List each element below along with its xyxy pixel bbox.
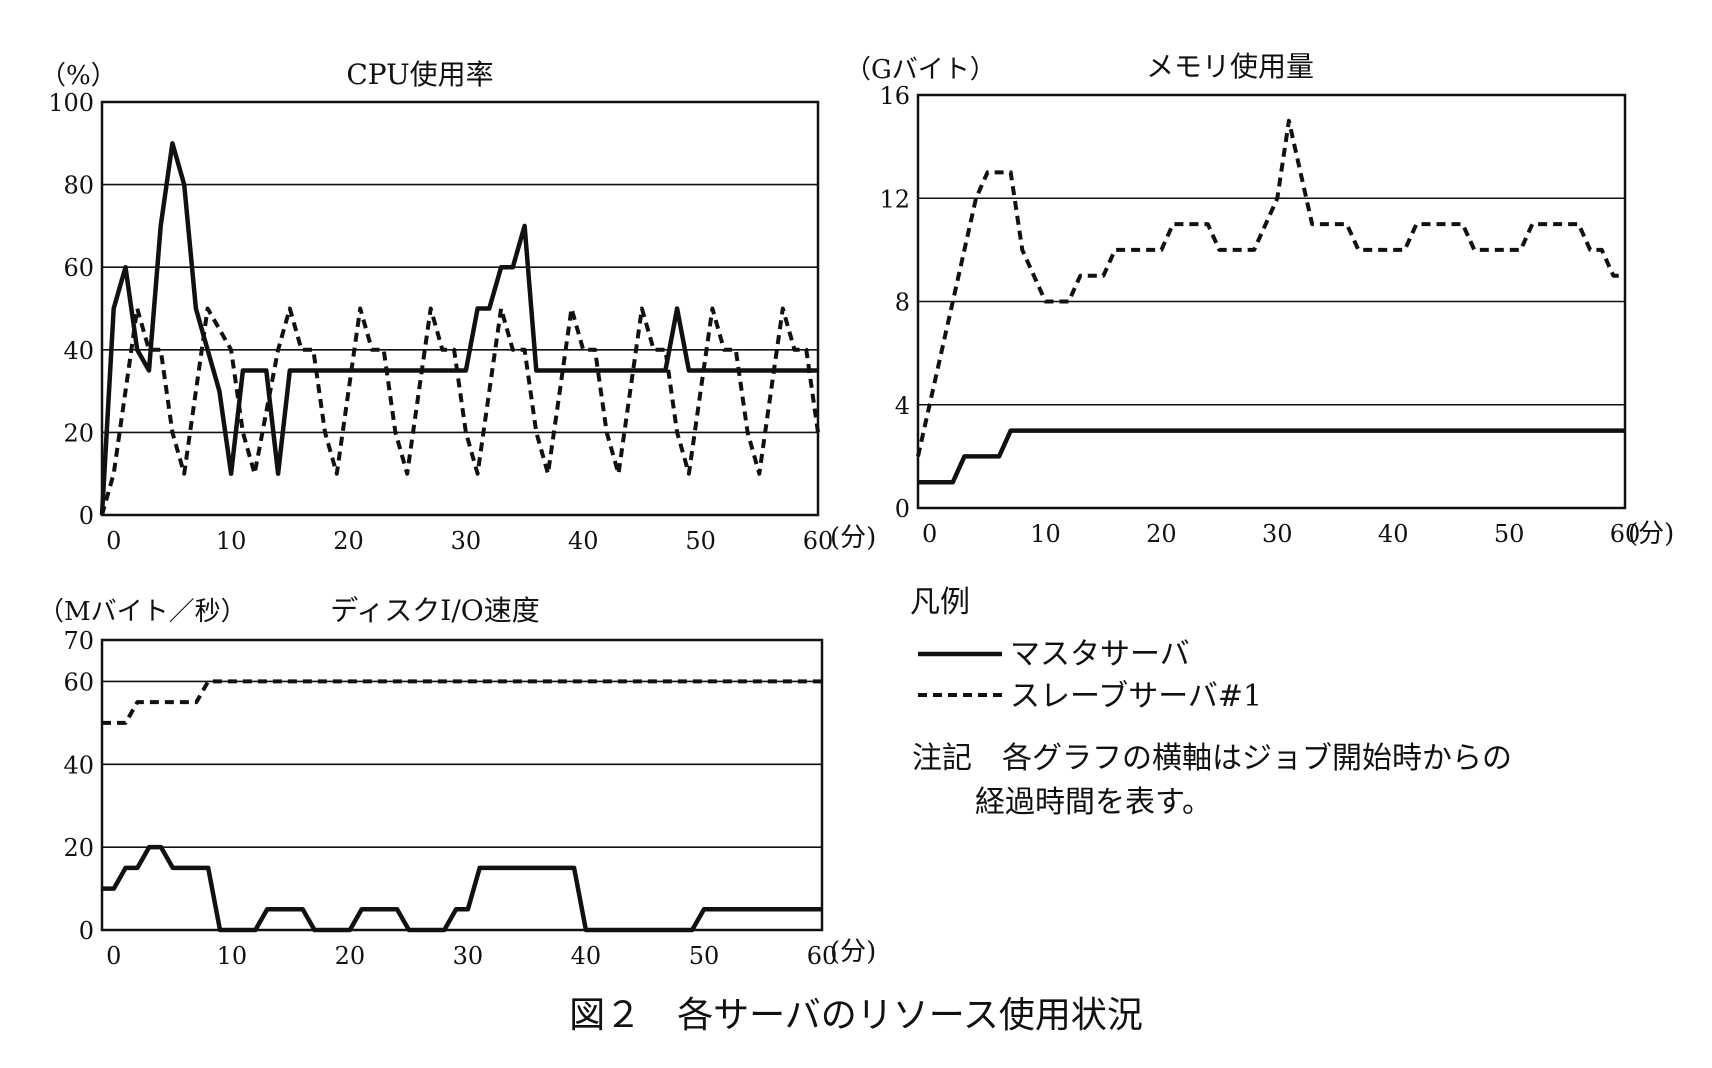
legend-master-label: マスタサーバ — [1010, 637, 1190, 672]
memory-chart-title: メモリ使用量 — [1146, 50, 1314, 83]
disk-x-unit-label: (分) — [830, 937, 876, 967]
cpu-y-tick-label: 0 — [79, 502, 94, 530]
cpu-x-tick-label: 50 — [685, 527, 716, 555]
memory-x-tick-label: 50 — [1494, 520, 1525, 548]
cpu-x-tick-label: 20 — [333, 527, 364, 555]
memory-y-tick-label: 4 — [895, 392, 910, 420]
note-line-2: 経過時間を表す。 — [975, 785, 1212, 820]
cpu-usage-chart: （%） CPU使用率 (分) 0 20 40 60 80 100 0 10 20 30 40 50 60 — [40, 58, 876, 555]
note-line-1: 注記 各グラフの横軸はジョブ開始時からの — [912, 741, 1512, 776]
disk-y-tick-label: 40 — [63, 751, 94, 779]
cpu-x-tick-label: 10 — [216, 527, 247, 555]
cpu-chart-title: CPU使用率 — [346, 58, 493, 91]
memory-x-tick-label: 60 — [1610, 520, 1641, 548]
disk-slave-series-line — [102, 679, 822, 725]
memory-x-tick-label: 10 — [1030, 520, 1061, 548]
cpu-x-unit-label: (分) — [830, 523, 876, 553]
disk-x-tick-label: 60 — [807, 942, 838, 970]
disk-y-tick-label: 0 — [79, 917, 94, 945]
disk-plot-frame — [100, 638, 824, 932]
disk-x-tick-label: 30 — [453, 942, 484, 970]
cpu-y-tick-label: 60 — [63, 254, 94, 282]
disk-x-tick-label: 10 — [217, 942, 248, 970]
cpu-x-tick-label: 60 — [803, 527, 834, 555]
disk-x-tick-label: 50 — [689, 942, 720, 970]
cpu-y-tick-label: 80 — [63, 172, 94, 200]
memory-y-tick-label: 0 — [895, 495, 910, 523]
disk-master-series-line — [102, 844, 822, 933]
cpu-plot-frame — [100, 100, 820, 517]
cpu-y-tick-label: 20 — [63, 419, 94, 447]
disk-y-unit-label: （Mバイト／秒） — [38, 597, 247, 627]
memory-y-tick-label: 8 — [895, 289, 910, 317]
memory-x-unit-label: (分) — [1628, 519, 1674, 549]
memory-x-tick-label: 40 — [1378, 520, 1409, 548]
cpu-x-tick-label: 30 — [451, 527, 482, 555]
memory-slave-series-line — [916, 118, 1625, 457]
memory-y-tick-label: 12 — [879, 185, 910, 213]
cpu-slave-series-line — [100, 306, 820, 516]
cpu-x-tick-label: 40 — [568, 527, 599, 555]
cpu-y-tick-label: 40 — [63, 337, 94, 365]
memory-x-tick-label: 0 — [922, 520, 937, 548]
legend-title: 凡例 — [910, 585, 970, 620]
legend-slave-label: スレーブサーバ#1 — [1010, 679, 1262, 714]
disk-y-tick-label: 70 — [63, 627, 94, 655]
figure-caption: 図２ 各サーバのリソース使用状況 — [569, 995, 1143, 1036]
note: 注記 各グラフの横軸はジョブ開始時からの 経過時間を表す。 — [912, 741, 1512, 820]
legend: 凡例 マスタサーバ スレーブサーバ#1 — [910, 585, 1262, 714]
memory-y-unit-label: （Gバイト） — [845, 55, 996, 85]
disk-y-tick-label: 60 — [63, 668, 94, 696]
disk-io-chart: （Mバイト／秒） ディスクI/O速度 (分) 0 20 40 60 70 0 10 20 30 4… — [38, 594, 876, 970]
disk-x-tick-label: 40 — [571, 942, 602, 970]
memory-master-series-line — [918, 428, 1625, 485]
disk-x-tick-label: 0 — [106, 942, 121, 970]
cpu-master-series-line — [99, 141, 818, 516]
disk-x-tick-label: 20 — [335, 942, 366, 970]
cpu-y-tick-label: 100 — [48, 89, 94, 117]
memory-x-tick-label: 30 — [1262, 520, 1293, 548]
memory-x-tick-label: 20 — [1146, 520, 1177, 548]
memory-y-tick-label: 16 — [879, 82, 910, 110]
disk-y-tick-label: 20 — [63, 834, 94, 862]
memory-usage-chart: （Gバイト） メモリ使用量 (分) 0 4 8 12 16 0 10 20 30 40 50 60 — [845, 50, 1674, 549]
cpu-x-tick-label: 0 — [106, 527, 121, 555]
cpu-y-unit-label: （%） — [40, 61, 117, 91]
disk-chart-title: ディスクI/O速度 — [330, 594, 540, 627]
